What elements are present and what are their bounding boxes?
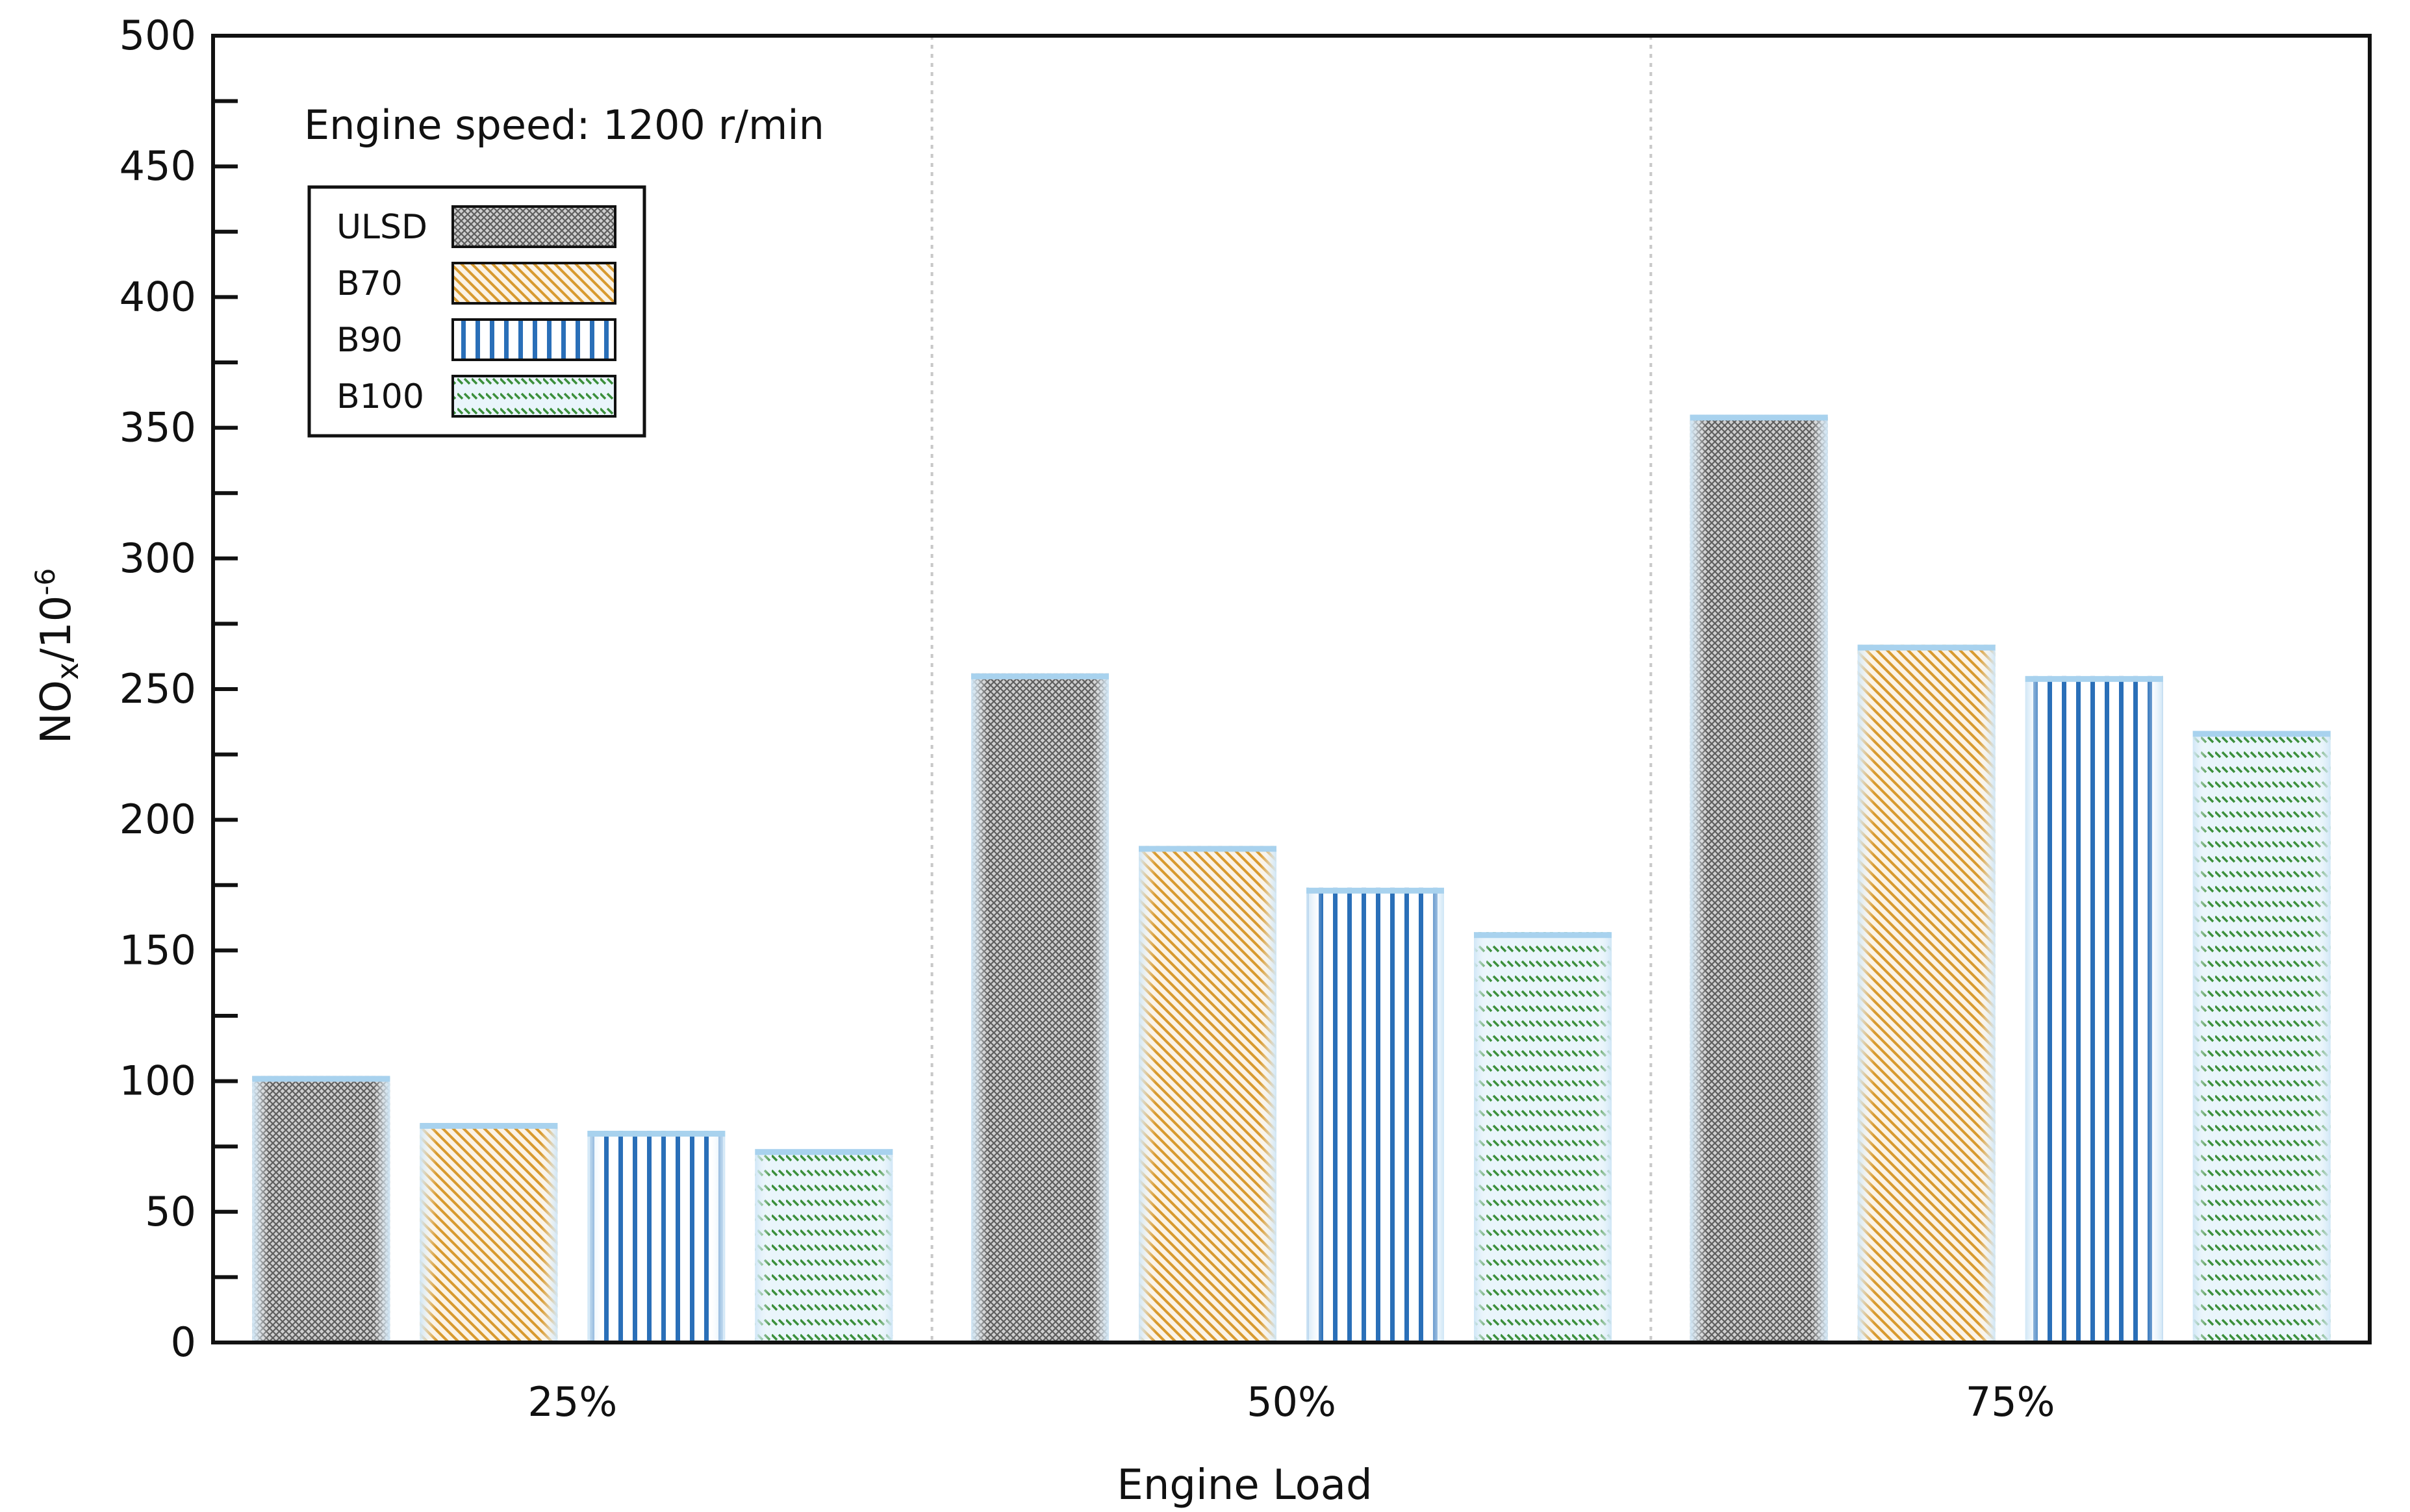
x-axis-title: Engine Load: [1117, 1461, 1372, 1509]
bars: [252, 414, 2331, 1342]
bar-b70-25pct: [420, 1122, 558, 1342]
bar-top-edge: [252, 1076, 390, 1082]
bar-edge-shade: [1306, 887, 1444, 1342]
bar-edge-shade: [971, 673, 1109, 1342]
axes: 25% 50% 75% 0 50 100 150 200 250 300 350 400 450 500: [120, 12, 2372, 1426]
bar-b90-75pct: [2025, 675, 2163, 1342]
bar-edge-shade: [1139, 846, 1276, 1342]
bar-edge-shade: [1857, 644, 1996, 1342]
bar-top-edge: [755, 1149, 893, 1155]
y-tick-label: 500: [120, 12, 196, 59]
legend-label-b90: B90: [336, 321, 403, 360]
bar-edge-shade: [755, 1149, 893, 1342]
chart-annotation: Engine speed: 1200 r/min: [304, 101, 824, 149]
y-axis-title-tail: /10: [32, 596, 81, 662]
bar-top-edge: [2025, 675, 2163, 682]
y-tick-label: 200: [120, 796, 196, 843]
bar-top-edge: [1474, 932, 1612, 939]
bar-b90-25pct: [587, 1131, 726, 1342]
legend-label-ulsd: ULSD: [336, 208, 427, 247]
y-tick-label: 450: [120, 142, 196, 190]
legend-swatch-ulsd: [451, 205, 616, 248]
bar-edge-shade: [2025, 675, 2163, 1342]
legend-swatch-b70: [451, 262, 616, 305]
y-tick-label: 250: [120, 665, 196, 712]
y-tick-label: 400: [120, 273, 196, 320]
bar-edge-shade: [252, 1076, 390, 1342]
legend-label-b100: B100: [336, 377, 424, 416]
legend-label-b70: B70: [336, 264, 403, 303]
bar-edge-shade: [1474, 932, 1612, 1342]
y-axis-title: NOx/10-6: [29, 568, 85, 744]
bar-top-edge: [1139, 846, 1276, 852]
y-tick-label: 50: [145, 1188, 196, 1235]
legend-swatch-b90: [451, 318, 616, 361]
bar-top-edge: [1690, 414, 1828, 421]
legend: ULSD B70 B90 B100: [307, 185, 646, 438]
x-tick-label: 50%: [1247, 1378, 1336, 1426]
y-axis-title-exp: -6: [29, 568, 61, 596]
bar-top-edge: [2192, 731, 2331, 737]
x-tick-label: 75%: [1966, 1378, 2055, 1426]
y-tick-label: 100: [120, 1057, 196, 1105]
y-tick-label: 350: [120, 404, 196, 451]
bar-edge-shade: [587, 1131, 726, 1342]
y-axis-title-main: NO: [32, 680, 81, 744]
legend-swatch-b100: [451, 375, 616, 418]
bar-ulsd-75pct: [1690, 414, 1828, 1342]
y-axis-title-sub: x: [50, 662, 85, 680]
y-tick-label: 150: [120, 926, 196, 974]
bar-top-edge: [1857, 644, 1996, 651]
bar-ulsd-50pct: [971, 673, 1109, 1342]
bar-edge-shade: [420, 1122, 558, 1342]
bar-top-edge: [420, 1122, 558, 1129]
x-tick-label: 25%: [527, 1378, 617, 1426]
bar-top-edge: [587, 1131, 726, 1137]
y-tick-label: 300: [120, 535, 196, 582]
bar-b100-75pct: [2192, 731, 2331, 1342]
bar-b100-50pct: [1474, 932, 1612, 1342]
bar-top-edge: [971, 673, 1109, 679]
bar-edge-shade: [2192, 731, 2331, 1342]
bar-top-edge: [1306, 887, 1444, 894]
bar-ulsd-25pct: [252, 1076, 390, 1342]
bar-b100-25pct: [755, 1149, 893, 1342]
bar-b90-50pct: [1306, 887, 1444, 1342]
bar-b70-50pct: [1139, 846, 1276, 1342]
bar-b70-75pct: [1857, 644, 1996, 1342]
y-tick-label: 0: [171, 1318, 196, 1366]
bar-edge-shade: [1690, 414, 1828, 1342]
